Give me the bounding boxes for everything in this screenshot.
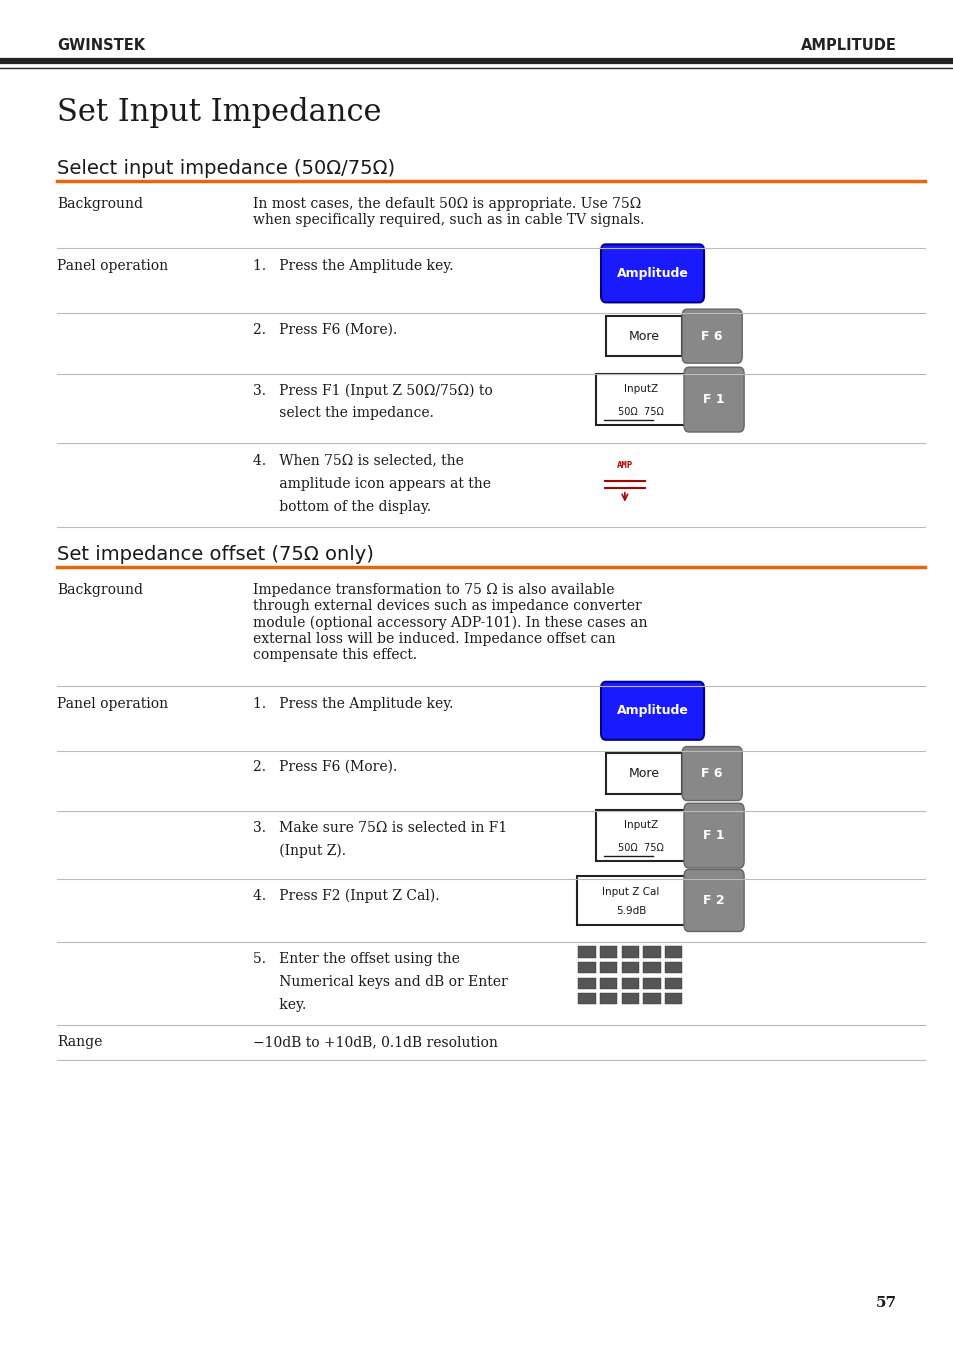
Text: key.: key. [253,998,306,1011]
Text: Numerical keys and dB or Enter: Numerical keys and dB or Enter [253,975,507,988]
FancyBboxPatch shape [681,309,741,363]
Bar [578,946,595,957]
FancyBboxPatch shape [681,747,741,801]
FancyBboxPatch shape [683,803,743,868]
Text: F 6: F 6 [700,329,722,343]
Text: F 1: F 1 [702,393,724,406]
FancyBboxPatch shape [683,367,743,432]
Text: 3.   Make sure 75Ω is selected in F1: 3. Make sure 75Ω is selected in F1 [253,821,507,834]
Text: Set Input Impedance: Set Input Impedance [57,97,381,128]
Text: 4.   When 75Ω is selected, the: 4. When 75Ω is selected, the [253,454,463,467]
Text: F 1: F 1 [702,829,724,842]
Text: GWINSTEK: GWINSTEK [57,38,145,53]
Text: 5.9dB: 5.9dB [616,906,645,917]
Bar [642,977,659,990]
Text: Panel operation: Panel operation [57,259,168,273]
Text: More: More [628,329,659,343]
FancyBboxPatch shape [605,753,681,794]
FancyBboxPatch shape [596,810,684,861]
FancyBboxPatch shape [683,869,743,931]
Text: amplitude icon appears at the: amplitude icon appears at the [253,477,490,490]
Bar [599,963,617,973]
Bar [599,977,617,990]
Text: Range: Range [57,1035,103,1049]
FancyBboxPatch shape [577,876,684,925]
Text: Select input impedance (50Ω/75Ω): Select input impedance (50Ω/75Ω) [57,159,395,178]
Bar [642,946,659,957]
Text: 5.   Enter the offset using the: 5. Enter the offset using the [253,952,459,965]
FancyBboxPatch shape [605,316,681,356]
Text: In most cases, the default 50Ω is appropriate. Use 75Ω
when specifically require: In most cases, the default 50Ω is approp… [253,197,643,227]
Text: Set impedance offset (75Ω only): Set impedance offset (75Ω only) [57,545,374,564]
Text: F 6: F 6 [700,767,722,780]
Text: 4.   Press F2 (Input Z Cal).: 4. Press F2 (Input Z Cal). [253,888,438,903]
Bar [664,963,681,973]
Bar [578,994,595,1004]
FancyBboxPatch shape [600,682,703,740]
Text: Impedance transformation to 75 Ω is also available
through external devices such: Impedance transformation to 75 Ω is also… [253,583,647,663]
Text: Background: Background [57,583,143,597]
Bar [642,963,659,973]
Text: 1.   Press the Amplitude key.: 1. Press the Amplitude key. [253,259,453,273]
Text: AMPLITUDE: AMPLITUDE [801,38,896,53]
Text: 2.   Press F6 (More).: 2. Press F6 (More). [253,760,396,774]
Text: 1.   Press the Amplitude key.: 1. Press the Amplitude key. [253,697,453,710]
Bar [578,963,595,973]
Text: 3.   Press F1 (Input Z 50Ω/75Ω) to: 3. Press F1 (Input Z 50Ω/75Ω) to [253,383,492,398]
Text: (Input Z).: (Input Z). [253,844,345,859]
Bar [621,963,639,973]
Text: Background: Background [57,197,143,211]
Bar [599,946,617,957]
Text: F 2: F 2 [702,894,724,907]
Text: Panel operation: Panel operation [57,697,168,710]
Bar [599,994,617,1004]
Text: AMP: AMP [617,460,632,470]
Text: Amplitude: Amplitude [616,267,688,279]
Text: −10dB to +10dB, 0.1dB resolution: −10dB to +10dB, 0.1dB resolution [253,1035,497,1049]
Text: select the impedance.: select the impedance. [253,406,434,420]
Text: Input Z Cal: Input Z Cal [601,887,659,898]
Text: 57: 57 [875,1296,896,1310]
Bar [664,977,681,990]
Text: InputZ: InputZ [623,821,657,830]
Bar [621,977,639,990]
Text: 50Ω  75Ω: 50Ω 75Ω [617,844,663,853]
Text: More: More [628,767,659,780]
Text: Amplitude: Amplitude [616,705,688,717]
Text: 2.   Press F6 (More).: 2. Press F6 (More). [253,323,396,336]
Bar [578,977,595,990]
Bar [664,946,681,957]
FancyBboxPatch shape [596,374,684,425]
Bar [621,994,639,1004]
Bar [664,994,681,1004]
Text: InputZ: InputZ [623,385,657,394]
Bar [621,946,639,957]
Text: bottom of the display.: bottom of the display. [253,500,431,513]
FancyBboxPatch shape [600,244,703,302]
Text: 50Ω  75Ω: 50Ω 75Ω [617,408,663,417]
Bar [642,994,659,1004]
